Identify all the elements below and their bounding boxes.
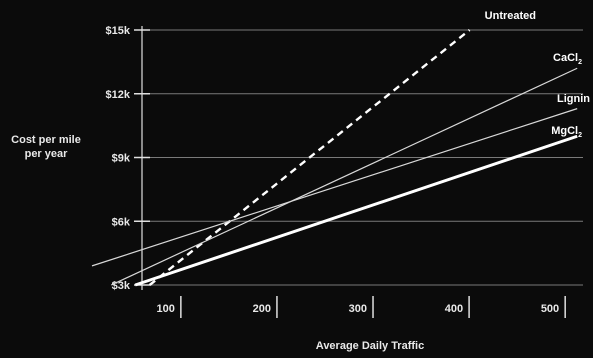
series-label-untreated: Untreated	[485, 10, 536, 22]
series-label-lignin: Lignin	[557, 93, 590, 105]
series-label-mgcl2: MgCl2	[551, 125, 582, 139]
y-tick-label-9000: $9k	[112, 153, 131, 165]
x-tick-label-500: 500	[541, 303, 559, 315]
series-line-lignin	[91, 108, 578, 267]
x-tick-label-300: 300	[349, 303, 367, 315]
x-axis-label: Average Daily Traffic	[315, 340, 425, 352]
series-line-cacl2	[110, 67, 578, 286]
x-tick-label-200: 200	[253, 303, 271, 315]
y-tick-label-15000: $15k	[106, 25, 131, 37]
y-axis-label-line-1: Cost per mile	[11, 134, 81, 146]
y-axis-label-line-2: per year	[24, 148, 68, 160]
y-axis-label: Cost per mile per year	[0, 133, 92, 161]
y-tick-label-12000: $12k	[106, 89, 131, 101]
x-tick-label-100: 100	[157, 303, 175, 315]
series-label-cacl2: CaCl2	[553, 52, 582, 66]
y-tick-label-3000: $3k	[112, 280, 131, 292]
series-line-untreated	[148, 29, 471, 286]
x-tick-label-400: 400	[445, 303, 463, 315]
series-line-mgcl2	[134, 134, 578, 287]
y-tick-label-6000: $6k	[112, 216, 131, 228]
